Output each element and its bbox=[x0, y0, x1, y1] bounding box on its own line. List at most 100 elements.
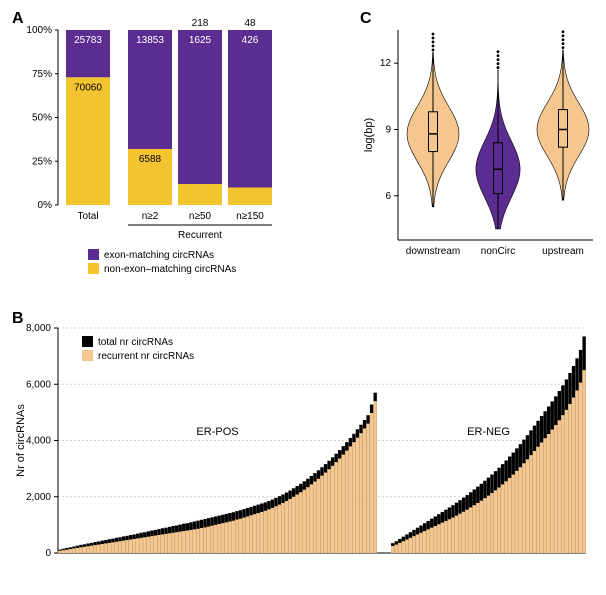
bar-recurrent bbox=[58, 551, 61, 553]
figure-root: A 0%25%50%75%100%2578370060Total13853658… bbox=[10, 10, 596, 585]
svg-text:6: 6 bbox=[385, 191, 391, 202]
svg-text:Nr of circRNAs: Nr of circRNAs bbox=[15, 404, 27, 477]
bar-recurrent bbox=[193, 529, 196, 553]
bar-recurrent bbox=[327, 469, 330, 553]
bar-recurrent bbox=[203, 527, 206, 553]
bar-recurrent bbox=[561, 415, 564, 553]
bar-top bbox=[128, 30, 172, 149]
bar-recurrent bbox=[214, 525, 217, 553]
bar-recurrent bbox=[115, 542, 118, 553]
svg-text:6,000: 6,000 bbox=[26, 379, 51, 390]
bar-recurrent bbox=[299, 492, 302, 553]
bar-recurrent bbox=[345, 451, 348, 553]
svg-text:ER-NEG: ER-NEG bbox=[467, 426, 510, 438]
bar-recurrent bbox=[359, 433, 362, 553]
bar-bottom bbox=[66, 77, 110, 205]
bar-recurrent bbox=[97, 545, 100, 553]
bar-recurrent bbox=[111, 542, 114, 553]
bar-recurrent bbox=[331, 466, 334, 553]
bar-recurrent bbox=[264, 511, 267, 553]
svg-text:75%: 75% bbox=[32, 69, 52, 80]
svg-text:recurrent nr circRNAs: recurrent nr circRNAs bbox=[98, 351, 194, 362]
bar-recurrent bbox=[129, 540, 132, 554]
bar-recurrent bbox=[218, 524, 221, 553]
svg-text:nonCirc: nonCirc bbox=[481, 246, 515, 257]
bar-recurrent bbox=[62, 550, 65, 553]
bar-recurrent bbox=[324, 473, 327, 553]
bar-recurrent bbox=[476, 503, 479, 553]
svg-text:0%: 0% bbox=[38, 200, 53, 211]
bar-recurrent bbox=[171, 533, 174, 553]
bar-recurrent bbox=[86, 546, 89, 553]
bar-recurrent bbox=[306, 487, 309, 553]
svg-text:exon-matching circRNAs: exon-matching circRNAs bbox=[104, 250, 214, 261]
svg-text:100%: 100% bbox=[26, 25, 52, 36]
bar-recurrent bbox=[281, 503, 284, 553]
bar-recurrent bbox=[69, 549, 72, 553]
bar-recurrent bbox=[536, 447, 539, 553]
bar-recurrent bbox=[313, 482, 316, 553]
bar-recurrent bbox=[391, 546, 394, 553]
svg-text:13853: 13853 bbox=[136, 35, 164, 46]
bar-recurrent bbox=[416, 534, 419, 553]
bar-recurrent bbox=[338, 459, 341, 554]
bar-recurrent bbox=[409, 538, 412, 553]
bar-recurrent bbox=[398, 543, 401, 553]
bar-recurrent bbox=[349, 446, 352, 553]
bar-recurrent bbox=[543, 438, 546, 553]
bar-recurrent bbox=[487, 496, 490, 553]
bar-recurrent bbox=[278, 505, 281, 553]
svg-text:48: 48 bbox=[244, 18, 256, 29]
bar-recurrent bbox=[342, 455, 345, 553]
svg-text:0: 0 bbox=[45, 548, 51, 559]
bar-recurrent bbox=[462, 512, 465, 553]
bar-recurrent bbox=[497, 487, 500, 553]
bar-recurrent bbox=[480, 501, 483, 553]
bar-recurrent bbox=[207, 527, 210, 553]
bar-recurrent bbox=[150, 536, 153, 553]
bar-top bbox=[178, 30, 222, 184]
bar-recurrent bbox=[175, 532, 178, 553]
bar-recurrent bbox=[132, 539, 135, 553]
bar-recurrent bbox=[108, 543, 111, 553]
bar-recurrent bbox=[483, 498, 486, 553]
bar-recurrent bbox=[182, 531, 185, 553]
svg-text:4,000: 4,000 bbox=[26, 436, 51, 447]
panel-c-chart: 6912log(bp)downstreamnonCircupstream bbox=[360, 18, 600, 298]
bar-recurrent bbox=[441, 523, 444, 553]
bar-recurrent bbox=[317, 479, 320, 553]
svg-text:25783: 25783 bbox=[74, 35, 102, 46]
bar-recurrent bbox=[370, 413, 373, 553]
svg-text:downstream: downstream bbox=[406, 246, 460, 257]
bar-recurrent bbox=[65, 550, 68, 553]
bar-recurrent bbox=[465, 510, 468, 553]
bar-recurrent bbox=[455, 516, 458, 553]
bar-recurrent bbox=[430, 528, 433, 553]
bar-recurrent bbox=[356, 438, 359, 553]
bar-recurrent bbox=[419, 533, 422, 553]
bar-recurrent bbox=[140, 538, 143, 553]
bar-recurrent bbox=[288, 499, 291, 553]
bar-recurrent bbox=[221, 523, 224, 553]
bar-recurrent bbox=[352, 442, 355, 553]
bar-recurrent bbox=[83, 547, 86, 553]
bar-recurrent bbox=[303, 490, 306, 553]
bar-recurrent bbox=[526, 459, 529, 553]
bar-recurrent bbox=[320, 476, 323, 553]
bar-recurrent bbox=[168, 533, 171, 553]
bar-recurrent bbox=[512, 475, 515, 553]
bar-recurrent bbox=[533, 451, 536, 553]
bar-recurrent bbox=[373, 401, 376, 553]
bar-recurrent bbox=[529, 455, 532, 553]
bar-recurrent bbox=[296, 495, 299, 554]
bar-recurrent bbox=[582, 370, 585, 553]
svg-text:1625: 1625 bbox=[189, 35, 212, 46]
bar-bottom bbox=[228, 188, 272, 206]
svg-text:12: 12 bbox=[380, 58, 392, 69]
bar-recurrent bbox=[494, 490, 497, 553]
svg-text:6588: 6588 bbox=[139, 154, 162, 165]
bar-recurrent bbox=[267, 509, 270, 553]
bar-recurrent bbox=[104, 543, 107, 553]
bar-recurrent bbox=[558, 420, 561, 553]
bar-recurrent bbox=[292, 497, 295, 553]
